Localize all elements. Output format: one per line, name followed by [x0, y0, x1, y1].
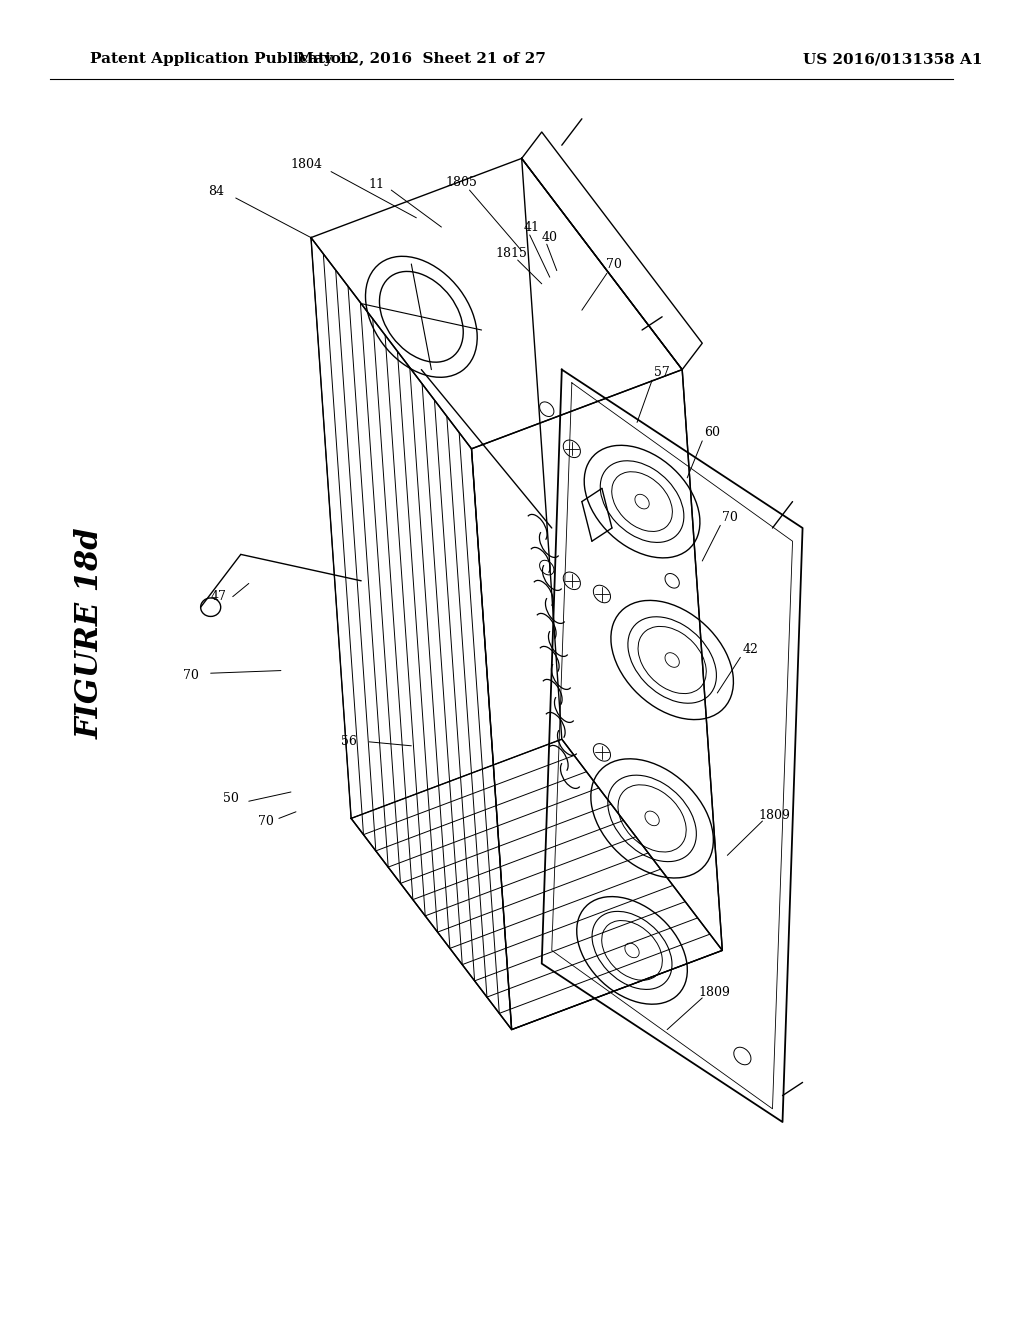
- Text: 47: 47: [211, 590, 226, 603]
- Text: US 2016/0131358 A1: US 2016/0131358 A1: [803, 53, 982, 66]
- Text: 57: 57: [654, 366, 670, 379]
- Text: 1809: 1809: [759, 809, 791, 822]
- Text: 40: 40: [542, 231, 558, 244]
- Text: Patent Application Publication: Patent Application Publication: [90, 53, 352, 66]
- Text: 70: 70: [606, 257, 622, 271]
- Text: 50: 50: [223, 792, 239, 805]
- Text: 11: 11: [369, 178, 384, 191]
- Text: 84: 84: [208, 185, 223, 198]
- Text: May 12, 2016  Sheet 21 of 27: May 12, 2016 Sheet 21 of 27: [297, 53, 546, 66]
- Text: 42: 42: [742, 643, 759, 656]
- Text: 1805: 1805: [445, 176, 477, 189]
- Text: 70: 70: [258, 814, 273, 828]
- Text: 1815: 1815: [496, 247, 527, 260]
- Text: 41: 41: [523, 220, 540, 234]
- Text: 60: 60: [705, 426, 720, 440]
- Text: 56: 56: [341, 735, 357, 748]
- Text: 70: 70: [722, 511, 738, 524]
- Text: 1804: 1804: [290, 158, 322, 172]
- Text: FIGURE 18d: FIGURE 18d: [75, 528, 105, 739]
- Text: 70: 70: [182, 669, 199, 682]
- Text: 1809: 1809: [698, 986, 730, 999]
